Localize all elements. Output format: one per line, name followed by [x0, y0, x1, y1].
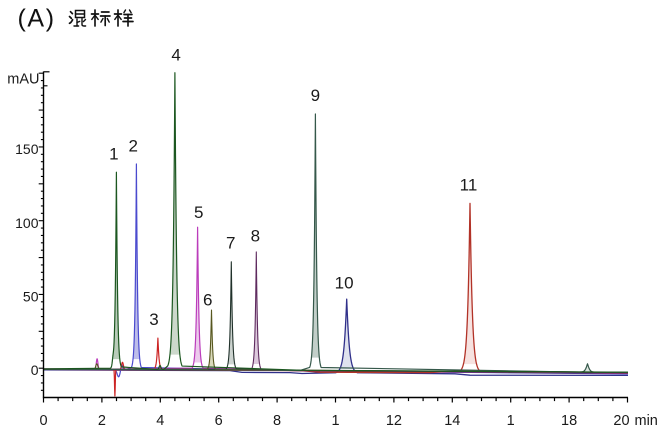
svg-text:8: 8 — [251, 226, 260, 245]
svg-text:150: 150 — [15, 141, 39, 157]
svg-text:18: 18 — [561, 413, 577, 428]
svg-text:0: 0 — [31, 362, 39, 378]
svg-text:100: 100 — [15, 215, 39, 231]
svg-text:5: 5 — [194, 203, 203, 222]
svg-text:2: 2 — [128, 136, 137, 155]
svg-text:4: 4 — [171, 46, 180, 65]
svg-text:9: 9 — [311, 86, 320, 105]
svg-text:12: 12 — [386, 413, 402, 428]
svg-text:(A): (A) — [18, 5, 56, 33]
svg-text:0: 0 — [39, 413, 47, 428]
svg-text:50: 50 — [23, 288, 39, 304]
svg-text:10: 10 — [335, 274, 354, 293]
svg-text:11: 11 — [460, 176, 478, 195]
svg-text:1: 1 — [109, 144, 118, 163]
svg-text:7: 7 — [226, 233, 235, 252]
svg-text:min: min — [635, 413, 658, 428]
svg-text:mAU: mAU — [7, 72, 39, 88]
svg-text:1: 1 — [331, 413, 339, 428]
svg-text:20: 20 — [613, 413, 629, 428]
svg-text:4: 4 — [156, 413, 164, 428]
svg-text:6: 6 — [203, 291, 212, 310]
svg-text:8: 8 — [273, 413, 281, 428]
svg-text:14: 14 — [444, 413, 460, 428]
svg-text:6: 6 — [215, 413, 223, 428]
svg-text:3: 3 — [149, 310, 158, 329]
svg-text:1: 1 — [507, 413, 515, 428]
svg-text:2: 2 — [98, 413, 106, 428]
